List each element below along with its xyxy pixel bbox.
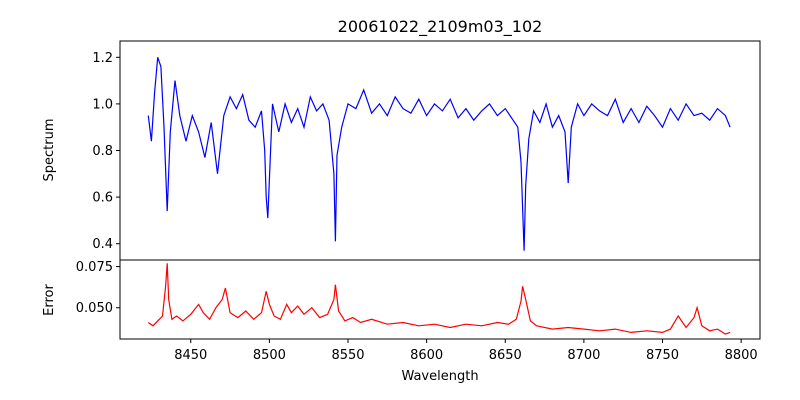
- error-plot-frame: [119, 259, 761, 340]
- spectrum-series-line: [147, 57, 731, 251]
- error-x-ticks: 8450 8500 8550 8600 8650 8700 8750 8800: [174, 339, 758, 363]
- x-tick-label: 8500: [253, 348, 286, 363]
- chart-title: 20061022_2109m03_102: [338, 17, 543, 37]
- spectrum-y-tick-label: 1.2: [92, 51, 113, 66]
- spectrum-y-ticks: 0.4 0.6 0.8 1.0 1.2: [92, 51, 120, 252]
- x-tick-label: 8550: [331, 348, 364, 363]
- spectrum-y-tick-label: 0.6: [92, 191, 113, 206]
- spectrum-y-tick-label: 1.0: [92, 97, 113, 112]
- x-tick-label: 8700: [567, 348, 600, 363]
- error-y-tick-label: 0.050: [76, 301, 113, 316]
- error-y-tick-label: 0.075: [76, 260, 113, 275]
- x-tick-label: 8450: [174, 348, 207, 363]
- x-axis-label: Wavelength: [401, 369, 478, 384]
- error-series-line: [147, 263, 731, 335]
- x-tick-label: 8800: [725, 348, 758, 363]
- x-tick-label: 8750: [646, 348, 679, 363]
- spectrum-y-tick-label: 0.4: [92, 237, 113, 252]
- x-tick-label: 8600: [410, 348, 443, 363]
- spectrum-y-axis-label: Spectrum: [42, 119, 57, 182]
- spectrum-y-tick-label: 0.8: [92, 144, 113, 159]
- spectrum-panel: 0.4 0.6 0.8 1.0 1.2 Spectrum: [42, 40, 761, 261]
- x-tick-label: 8650: [489, 348, 522, 363]
- error-y-axis-label: Error: [42, 284, 57, 316]
- error-y-ticks: 0.050 0.075: [76, 260, 120, 316]
